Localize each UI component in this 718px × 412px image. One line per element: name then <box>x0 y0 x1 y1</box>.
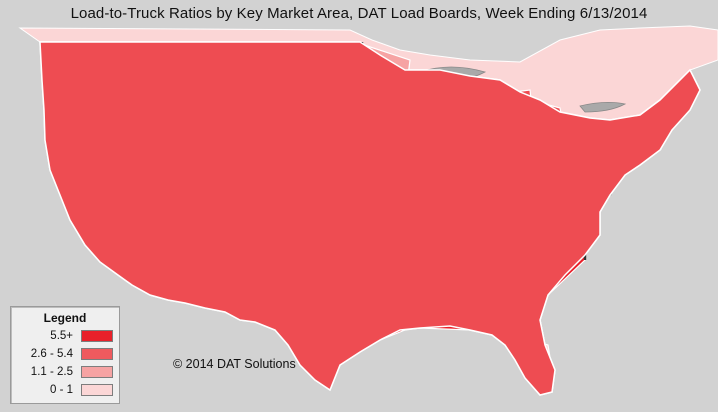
legend-item: 0 - 1 <box>17 383 117 399</box>
legend-swatch <box>81 366 113 378</box>
legend-swatch <box>81 348 113 360</box>
legend-swatch <box>81 330 113 342</box>
map-title: Load-to-Truck Ratios by Key Market Area,… <box>70 5 648 22</box>
legend-item-label: 0 - 1 <box>49 384 73 396</box>
legend-item-label: 5.5+ <box>50 330 73 342</box>
legend-item-label: 1.1 - 2.5 <box>30 366 73 378</box>
legend-item: 1.1 - 2.5 <box>17 365 117 381</box>
legend-item-label: 2.6 - 5.4 <box>30 348 73 360</box>
legend: Legend 5.5+ 2.6 - 5.4 1.1 - 2.5 0 - 1 <box>10 306 120 404</box>
legend-title: Legend <box>43 311 87 325</box>
legend-item: 2.6 - 5.4 <box>17 347 117 363</box>
legend-item: 5.5+ <box>17 329 117 345</box>
legend-swatch <box>81 384 113 396</box>
copyright-text: © 2014 DAT Solutions <box>173 357 296 371</box>
